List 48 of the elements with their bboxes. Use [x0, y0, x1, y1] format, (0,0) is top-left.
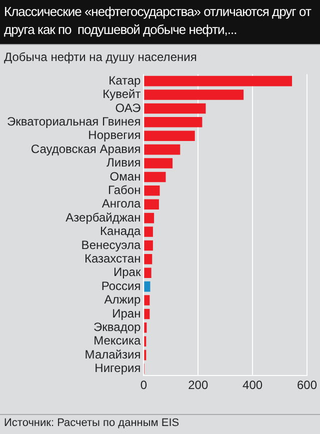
x-tick-label: 0: [140, 378, 148, 392]
bar: [144, 308, 150, 320]
bar: [144, 295, 150, 306]
y-tick-label: Казахстан: [84, 251, 141, 266]
bar: [144, 254, 152, 264]
y-tick-label: Кувейт: [102, 87, 142, 102]
y-tick-label: Малайзия: [84, 347, 141, 362]
bar: [144, 240, 153, 251]
chart-subtitle: Добыча нефти на душу населения: [0, 44, 320, 64]
bar: [144, 103, 206, 114]
bar: [144, 117, 202, 128]
bar: [144, 158, 173, 168]
y-tick-label: Азербайджан: [66, 210, 141, 224]
bar: [144, 322, 147, 333]
y-tick-label: Мексика: [94, 334, 142, 348]
bar: [144, 212, 154, 224]
x-tick-label: 200: [188, 378, 208, 392]
bar: [144, 281, 150, 292]
bar: [144, 186, 160, 196]
y-tick-label: Ирак: [113, 265, 142, 280]
bar: [144, 130, 195, 141]
bar: [144, 76, 292, 86]
bar: [144, 226, 153, 237]
y-tick-label: ОАЭ: [115, 100, 142, 115]
y-tick-label: Россия: [101, 278, 141, 293]
bar: [144, 268, 152, 278]
x-tick-label: 600: [296, 378, 318, 392]
y-tick-label: Венесуэла: [81, 238, 142, 252]
y-tick-label: Саудовская Аравия: [30, 142, 141, 156]
y-tick-label: Эквадор: [94, 320, 142, 334]
text: Источник: Расчеты по данным EIS: [0, 414, 320, 431]
y-tick-label: Нигерия: [94, 361, 141, 376]
y-tick-label: Ангола: [102, 196, 142, 211]
y-tick-label: Катар: [108, 73, 142, 88]
y-tick-label: Габон: [108, 182, 141, 197]
bar: [144, 172, 166, 182]
y-tick-label: Норвегия: [88, 128, 141, 142]
bar: [144, 199, 159, 210]
bar: [144, 144, 180, 155]
y-tick-label: Ливия: [106, 156, 141, 170]
y-tick-label: Канада: [100, 224, 142, 238]
y-tick-label: Алжир: [104, 292, 142, 307]
y-tick-label: Экваториальная Гвинея: [6, 114, 141, 128]
chart-title: Классические «нефтегосударства» отличаются друг от друга как по подушевой добыче нефти,...: [0, 0, 320, 44]
y-tick-label: Оман: [110, 169, 141, 184]
x-tick-label: 400: [242, 378, 263, 392]
y-tick-label: Иран: [112, 306, 141, 320]
bar: [144, 90, 244, 100]
